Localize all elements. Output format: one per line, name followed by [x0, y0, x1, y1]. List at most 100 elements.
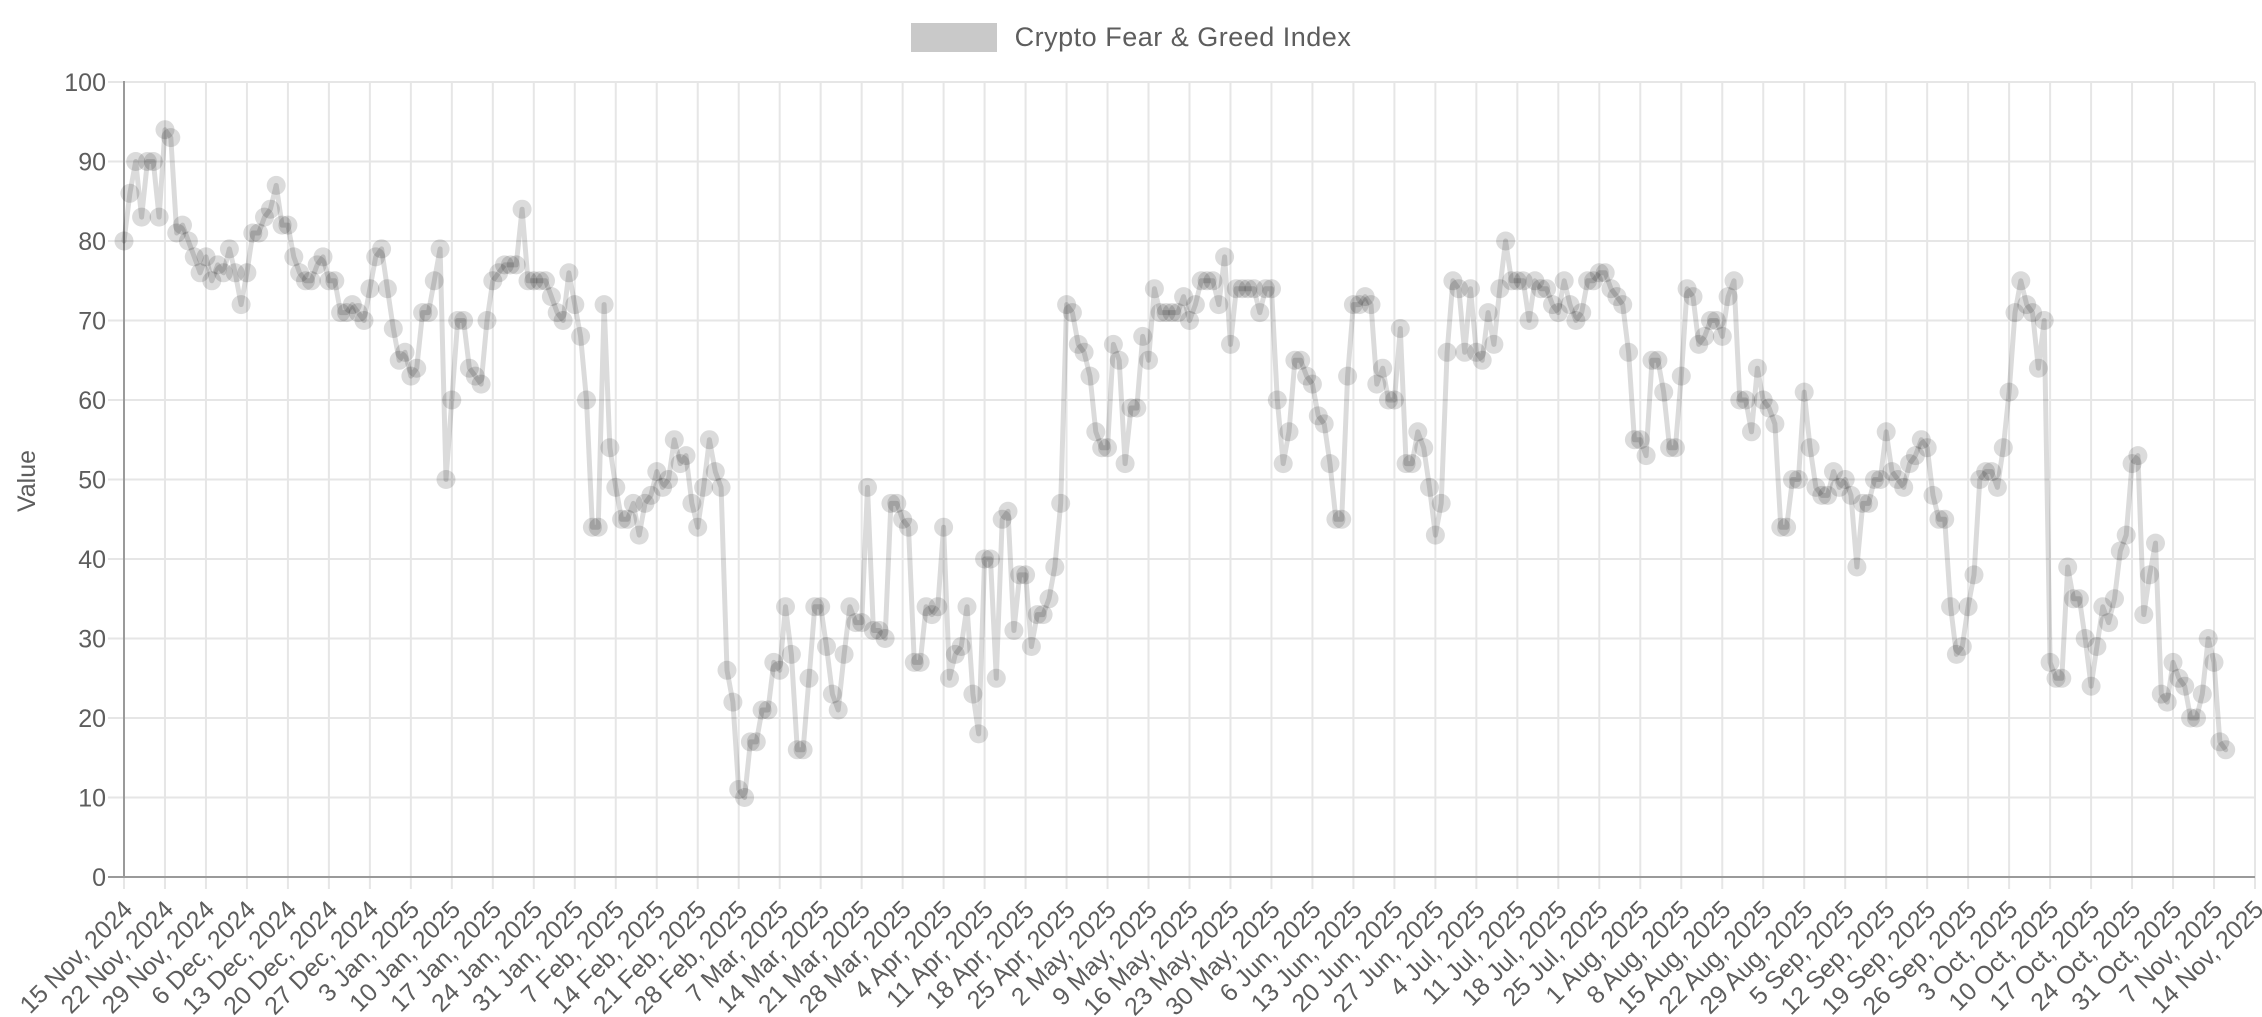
- data-point: [413, 303, 433, 323]
- data-point: [1584, 271, 1603, 291]
- data-point: [1677, 279, 1697, 299]
- data-point: [2146, 533, 2165, 553]
- data-point: [1788, 470, 1808, 489]
- data-point: [389, 350, 409, 370]
- y-tick-label: 100: [64, 69, 106, 97]
- data-point: [1150, 303, 1170, 323]
- data-point: [2163, 652, 2183, 672]
- data-point: [811, 597, 831, 617]
- y-tick-label: 10: [78, 785, 106, 813]
- data-point: [219, 239, 239, 259]
- data-point: [1068, 334, 1088, 354]
- data-point: [1572, 303, 1592, 323]
- data-point: [2122, 454, 2142, 474]
- data-point: [1443, 271, 1463, 291]
- data-point: [161, 128, 181, 148]
- data-point: [834, 644, 854, 664]
- data-point: [1882, 462, 1902, 482]
- data-point: [2034, 311, 2054, 330]
- data-point: [342, 295, 362, 315]
- data-point: [858, 477, 877, 497]
- data-point: [916, 597, 936, 617]
- data-point: [366, 247, 386, 267]
- data-point: [1554, 271, 1574, 291]
- data-point: [1566, 311, 1586, 330]
- data-point: [1747, 358, 1767, 378]
- data-point: [255, 207, 274, 227]
- data-point: [1004, 621, 1024, 640]
- data-point: [149, 207, 169, 227]
- data-point: [1262, 279, 1281, 299]
- data-point: [2052, 668, 2072, 688]
- data-point: [1185, 295, 1205, 315]
- data-point: [1490, 279, 1510, 299]
- data-point: [307, 255, 327, 275]
- data-point: [190, 263, 210, 283]
- data-point: [1256, 279, 1276, 299]
- data-point: [1420, 477, 1439, 497]
- data-point: [1695, 326, 1715, 346]
- data-point: [143, 152, 163, 171]
- data-point: [2105, 589, 2124, 609]
- data-point: [1894, 477, 1914, 497]
- data-point: [600, 438, 620, 458]
- data-point: [2157, 692, 2177, 712]
- data-point: [1525, 271, 1545, 291]
- data-point: [618, 509, 637, 529]
- data-point: [1800, 438, 1820, 458]
- data-point: [465, 366, 485, 386]
- data-point: [875, 629, 895, 648]
- legend-item[interactable]: Crypto Fear & Greed Index: [0, 22, 2262, 53]
- data-point: [577, 390, 596, 410]
- data-point: [1226, 279, 1246, 299]
- data-point: [1103, 334, 1123, 354]
- data-point: [1086, 422, 1106, 442]
- data-point: [571, 326, 591, 346]
- data-point: [992, 509, 1012, 529]
- data-point: [1484, 334, 1504, 354]
- data-point: [313, 247, 333, 267]
- data-point: [1513, 271, 1533, 291]
- data-point: [2011, 271, 2031, 291]
- data-point: [623, 493, 643, 513]
- data-point: [781, 644, 801, 664]
- data-point: [1367, 374, 1387, 394]
- data-point: [301, 271, 321, 291]
- data-point: [1976, 462, 1996, 482]
- data-point: [1958, 597, 1978, 617]
- data-point: [828, 700, 848, 720]
- data-point: [975, 549, 995, 569]
- data-point: [1045, 557, 1065, 577]
- data-point: [1619, 342, 1639, 362]
- data-point: [120, 183, 140, 203]
- data-point: [2151, 684, 2171, 704]
- data-point: [1250, 303, 1270, 323]
- data-point: [278, 215, 298, 235]
- data-point: [1923, 485, 1943, 505]
- data-point: [1818, 485, 1838, 505]
- data-point: [541, 287, 561, 307]
- data-point: [565, 295, 585, 315]
- data-point: [1326, 509, 1346, 529]
- data-point: [243, 223, 263, 243]
- data-point: [612, 509, 632, 529]
- y-tick-label: 50: [78, 467, 106, 495]
- data-point: [459, 358, 479, 378]
- data-point: [1794, 382, 1814, 402]
- data-point: [530, 271, 550, 291]
- data-point: [1127, 398, 1147, 418]
- data-point: [928, 597, 948, 617]
- data-point: [2099, 613, 2119, 633]
- data-point: [1648, 350, 1668, 370]
- data-point: [1999, 382, 2019, 402]
- data-point: [1109, 350, 1129, 370]
- data-point: [1935, 509, 1955, 529]
- data-point: [1519, 311, 1539, 330]
- data-point: [1314, 414, 1334, 434]
- data-point: [981, 549, 1000, 569]
- data-point: [1724, 271, 1744, 291]
- data-point: [325, 271, 345, 291]
- data-point: [1203, 271, 1223, 291]
- data-point: [2005, 303, 2025, 323]
- data-point: [1338, 366, 1358, 386]
